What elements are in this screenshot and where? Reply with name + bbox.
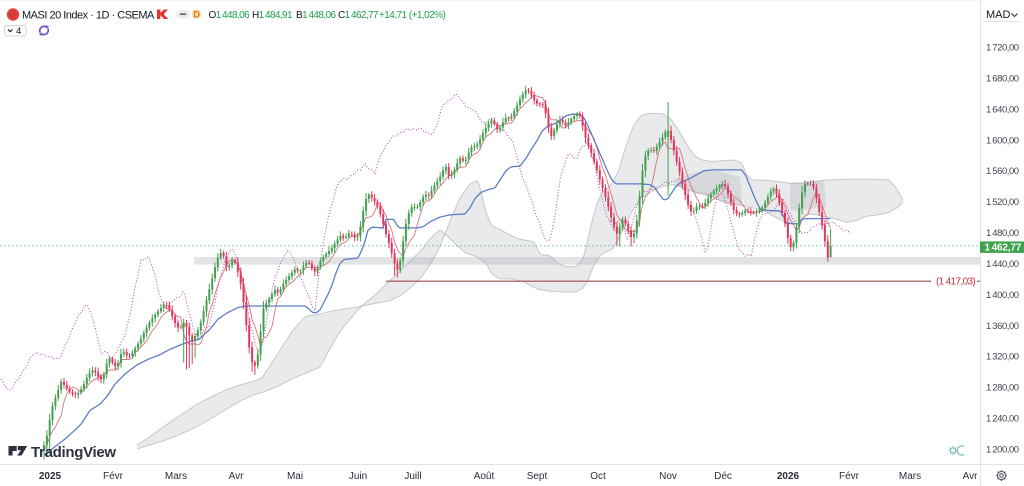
svg-text:Oct: Oct bbox=[590, 471, 606, 482]
svg-text:O1 448,06: O1 448,06 bbox=[209, 10, 251, 21]
svg-text:2025: 2025 bbox=[39, 471, 62, 482]
svg-text:H1 484,91: H1 484,91 bbox=[252, 10, 293, 21]
svg-text:Sept: Sept bbox=[527, 471, 548, 482]
svg-text:1 480,00: 1 480,00 bbox=[986, 228, 1019, 239]
svg-text:Mai: Mai bbox=[287, 471, 303, 482]
svg-text:2026: 2026 bbox=[777, 471, 800, 482]
svg-text:1 560,00: 1 560,00 bbox=[986, 166, 1019, 177]
svg-text:1 200,00: 1 200,00 bbox=[986, 445, 1019, 456]
svg-text:Févr: Févr bbox=[839, 471, 860, 482]
svg-text:1 400,00: 1 400,00 bbox=[986, 290, 1019, 301]
svg-text:Mars: Mars bbox=[899, 471, 921, 482]
svg-text:1 280,00: 1 280,00 bbox=[986, 383, 1019, 394]
svg-text:1 680,00: 1 680,00 bbox=[986, 74, 1019, 85]
svg-text:B1 448,06: B1 448,06 bbox=[296, 10, 336, 21]
svg-text:1 360,00: 1 360,00 bbox=[986, 321, 1019, 332]
svg-text:1 440,00: 1 440,00 bbox=[986, 259, 1019, 270]
svg-text:Nov: Nov bbox=[659, 471, 677, 482]
svg-text:1 320,00: 1 320,00 bbox=[986, 352, 1019, 363]
svg-text:Mars: Mars bbox=[165, 471, 187, 482]
svg-text:1 520,00: 1 520,00 bbox=[986, 197, 1019, 208]
svg-text:+14,71 (+1,02%): +14,71 (+1,02%) bbox=[379, 10, 445, 21]
svg-text:1 600,00: 1 600,00 bbox=[986, 135, 1019, 146]
svg-text:1 720,00: 1 720,00 bbox=[986, 43, 1019, 54]
svg-text:Juin: Juin bbox=[349, 471, 367, 482]
svg-text:(1 417,03): (1 417,03) bbox=[936, 277, 975, 288]
svg-text:Août: Août bbox=[474, 471, 495, 482]
svg-text:MAD: MAD bbox=[986, 9, 1011, 21]
svg-text:Avr: Avr bbox=[229, 471, 244, 482]
svg-text:Févr: Févr bbox=[103, 471, 124, 482]
svg-text:Avr: Avr bbox=[963, 471, 978, 482]
svg-text:D: D bbox=[193, 10, 200, 21]
svg-text:Juill: Juill bbox=[404, 471, 421, 482]
svg-text:4: 4 bbox=[16, 26, 21, 37]
svg-text:1 462,77: 1 462,77 bbox=[985, 243, 1022, 254]
svg-text:1 640,00: 1 640,00 bbox=[986, 104, 1019, 115]
svg-text:MASI 20 Index · 1D · CSEMA: MASI 20 Index · 1D · CSEMA bbox=[22, 10, 155, 22]
svg-text:1 240,00: 1 240,00 bbox=[986, 414, 1019, 425]
svg-text:C1 462,77: C1 462,77 bbox=[338, 10, 379, 21]
svg-text:TradingView: TradingView bbox=[31, 444, 116, 461]
svg-text:Déc: Déc bbox=[714, 471, 732, 482]
